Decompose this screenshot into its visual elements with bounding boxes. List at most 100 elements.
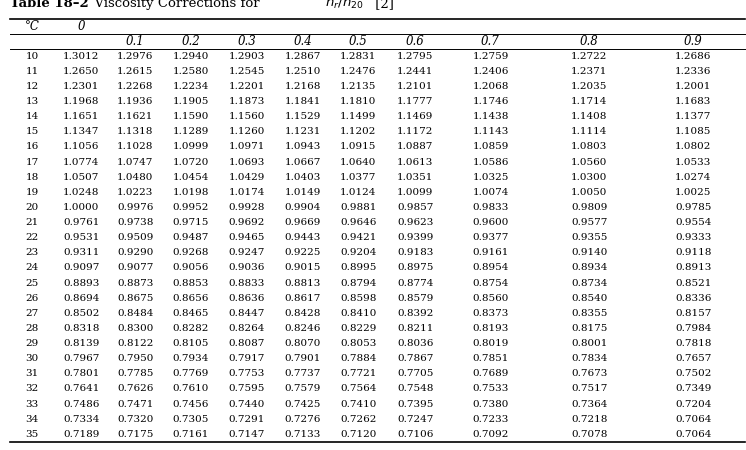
Text: 0: 0 — [78, 21, 85, 33]
Text: 0.7673: 0.7673 — [571, 369, 607, 378]
Text: 32: 32 — [25, 384, 39, 393]
Text: 1.0999: 1.0999 — [172, 142, 209, 151]
Text: 1.2168: 1.2168 — [284, 82, 321, 91]
Text: 0.7334: 0.7334 — [63, 415, 99, 424]
Text: 1.2068: 1.2068 — [472, 82, 509, 91]
Text: 1.0507: 1.0507 — [63, 173, 99, 182]
Text: 1.0429: 1.0429 — [228, 173, 265, 182]
Text: 0.9399: 0.9399 — [397, 233, 433, 242]
Text: 1.1172: 1.1172 — [397, 127, 433, 136]
Text: 1.1056: 1.1056 — [63, 142, 99, 151]
Text: 0.8954: 0.8954 — [472, 263, 509, 272]
Text: 0.9377: 0.9377 — [472, 233, 509, 242]
Text: 1.0586: 1.0586 — [472, 158, 509, 166]
Text: 13: 13 — [25, 97, 39, 106]
Text: 0.7579: 0.7579 — [284, 384, 321, 393]
Text: 0.7106: 0.7106 — [397, 430, 433, 439]
Text: 1.2001: 1.2001 — [675, 82, 712, 91]
Text: 0.8122: 0.8122 — [117, 339, 154, 348]
Text: 35: 35 — [25, 430, 39, 439]
Text: 1.2722: 1.2722 — [571, 52, 607, 61]
Text: 1.0377: 1.0377 — [340, 173, 377, 182]
Text: 0.8447: 0.8447 — [228, 309, 265, 318]
Text: 0.8053: 0.8053 — [340, 339, 377, 348]
Text: 1.2545: 1.2545 — [228, 67, 265, 76]
Text: 1.3012: 1.3012 — [63, 52, 99, 61]
Text: 0.7737: 0.7737 — [284, 369, 321, 378]
Text: 1.1810: 1.1810 — [340, 97, 377, 106]
Text: 0.7276: 0.7276 — [284, 415, 321, 424]
Text: 0.9311: 0.9311 — [63, 248, 99, 257]
Text: 1.0859: 1.0859 — [472, 142, 509, 151]
Text: 0.7175: 0.7175 — [117, 430, 154, 439]
Text: 1.2903: 1.2903 — [228, 52, 265, 61]
Text: 0.7425: 0.7425 — [284, 400, 321, 409]
Text: 0.8157: 0.8157 — [675, 309, 712, 318]
Text: 0.9809: 0.9809 — [571, 203, 607, 212]
Text: 0.7548: 0.7548 — [397, 384, 433, 393]
Text: 0.7078: 0.7078 — [571, 430, 607, 439]
Text: 1.1746: 1.1746 — [472, 97, 509, 106]
Text: 0.7502: 0.7502 — [675, 369, 712, 378]
Text: 1.0403: 1.0403 — [284, 173, 321, 182]
Text: 1.0149: 1.0149 — [284, 188, 321, 197]
Text: 0.8754: 0.8754 — [472, 279, 509, 288]
Text: 0.7204: 0.7204 — [675, 400, 712, 409]
Text: 0.7564: 0.7564 — [340, 384, 377, 393]
Text: 0.8853: 0.8853 — [172, 279, 209, 288]
Text: 0.5: 0.5 — [349, 35, 368, 48]
Text: 0.7801: 0.7801 — [63, 369, 99, 378]
Text: 1.1377: 1.1377 — [675, 112, 712, 121]
Text: 0.8229: 0.8229 — [340, 324, 377, 333]
Text: 1.1469: 1.1469 — [397, 112, 433, 121]
Text: 0.8975: 0.8975 — [397, 263, 433, 272]
Text: 0.9646: 0.9646 — [340, 218, 377, 227]
Text: 1.0613: 1.0613 — [397, 158, 433, 166]
Text: 22: 22 — [25, 233, 39, 242]
Text: 1.0693: 1.0693 — [228, 158, 265, 166]
Text: 1.0174: 1.0174 — [228, 188, 265, 197]
Text: 0.7950: 0.7950 — [117, 354, 154, 363]
Text: 10: 10 — [25, 52, 39, 61]
Text: 1.2135: 1.2135 — [340, 82, 377, 91]
Text: 28: 28 — [25, 324, 39, 333]
Text: 0.8873: 0.8873 — [117, 279, 154, 288]
Text: 0.8913: 0.8913 — [675, 263, 712, 272]
Text: 0.9669: 0.9669 — [284, 218, 321, 227]
Text: 0.9140: 0.9140 — [571, 248, 607, 257]
Text: 1.1714: 1.1714 — [571, 97, 607, 106]
Text: 1.0099: 1.0099 — [397, 188, 433, 197]
Text: 0.7380: 0.7380 — [472, 400, 509, 409]
Text: 0.7595: 0.7595 — [228, 384, 265, 393]
Text: 1.0223: 1.0223 — [117, 188, 154, 197]
Text: 1.0887: 1.0887 — [397, 142, 433, 151]
Text: 1.1841: 1.1841 — [284, 97, 321, 106]
Text: 0.8246: 0.8246 — [284, 324, 321, 333]
Text: 1.0480: 1.0480 — [117, 173, 154, 182]
Text: 0.7305: 0.7305 — [172, 415, 209, 424]
Text: 0.9247: 0.9247 — [228, 248, 265, 257]
Text: 0.8211: 0.8211 — [397, 324, 433, 333]
Text: 1.0050: 1.0050 — [571, 188, 607, 197]
Text: 25: 25 — [25, 279, 39, 288]
Text: 1.1408: 1.1408 — [571, 112, 607, 121]
Text: 1.0720: 1.0720 — [172, 158, 209, 166]
Text: 21: 21 — [25, 218, 39, 227]
Text: 1.2831: 1.2831 — [340, 52, 377, 61]
Text: 0.8318: 0.8318 — [63, 324, 99, 333]
Text: 1.0640: 1.0640 — [340, 158, 377, 166]
Text: 0.8036: 0.8036 — [397, 339, 433, 348]
Text: 0.7161: 0.7161 — [172, 430, 209, 439]
Text: 0.8675: 0.8675 — [117, 294, 154, 303]
Text: 0.7984: 0.7984 — [675, 324, 712, 333]
Text: 0.8428: 0.8428 — [284, 309, 321, 318]
Text: 0.9: 0.9 — [684, 35, 703, 48]
Text: 0.1: 0.1 — [126, 35, 145, 48]
Text: 1.2234: 1.2234 — [172, 82, 209, 91]
Text: 1.2976: 1.2976 — [117, 52, 154, 61]
Text: 1.1085: 1.1085 — [675, 127, 712, 136]
Text: 1.1651: 1.1651 — [63, 112, 99, 121]
Text: 0.8336: 0.8336 — [675, 294, 712, 303]
Text: 1.1231: 1.1231 — [284, 127, 321, 136]
Text: 27: 27 — [25, 309, 39, 318]
